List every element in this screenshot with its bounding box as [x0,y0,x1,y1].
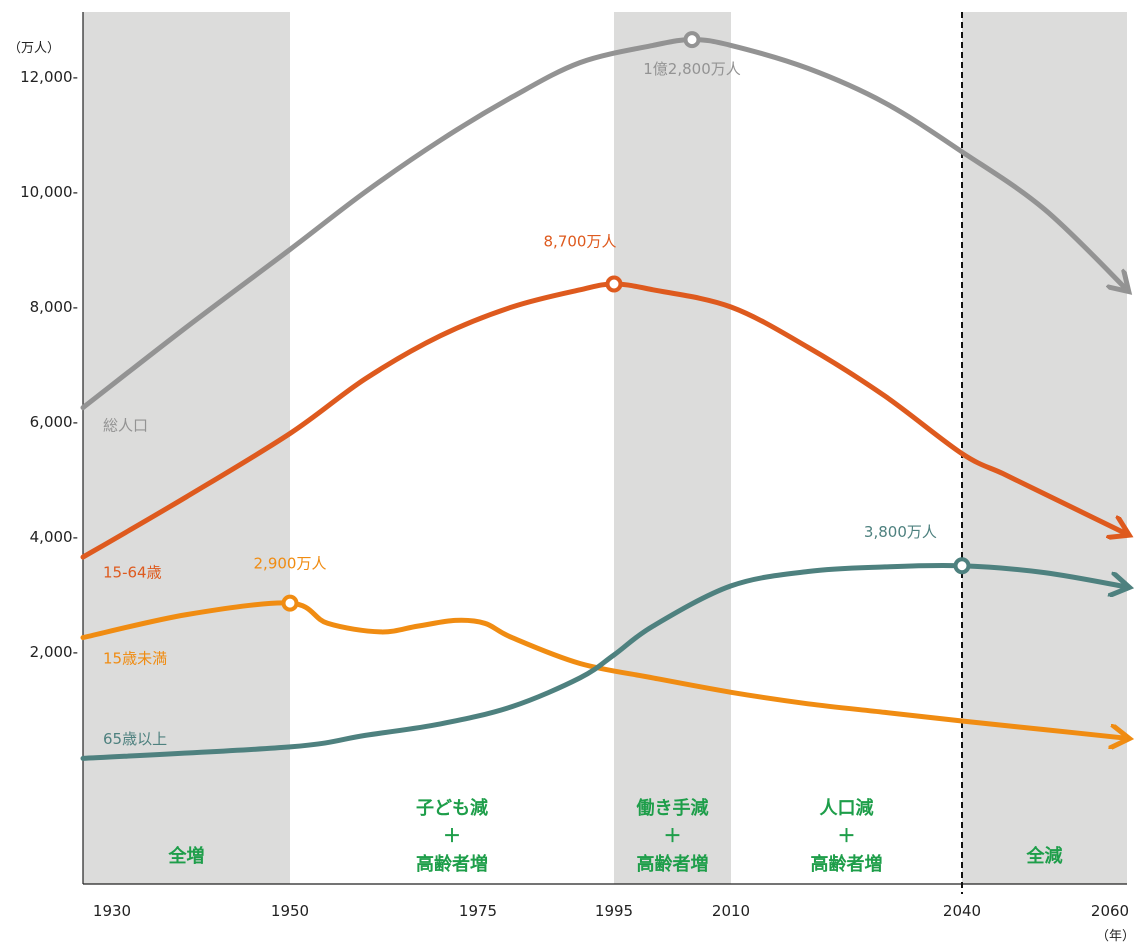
era-label-2-0: 働き手減 [636,797,709,819]
era-label-1-0: 子ども減 [416,797,488,819]
y-tick-label-3: 8,000- [30,298,78,316]
series-label-1: 15-64歳 [103,563,162,581]
peak-marker-0 [683,31,701,49]
x-tick-label-4: 2010 [712,902,750,920]
series-line-0 [80,37,1127,411]
series-line-2 [80,600,1127,738]
era-bands [83,12,1127,884]
y-tick-label-5: 12,000- [20,68,78,86]
x-tick-label-3: 1995 [595,902,633,920]
era-band-0 [83,12,290,884]
x-tick-label-2: 1975 [459,902,497,920]
era-label-3-0: 人口減 [820,797,874,819]
era-label-1-1: ＋ [443,826,461,847]
era-label-2-2: 高齢者増 [637,853,709,875]
series-label-0: 総人口 [103,417,148,435]
series-label-3: 65歳以上 [103,730,167,748]
era-band-4 [962,12,1127,884]
peak-annotation-1: 8,700万人 [544,233,617,251]
x-tick-label-6: 2060 [1091,902,1129,920]
series-label-2: 15歳未満 [103,650,167,668]
era-label-3-2: 高齢者増 [811,853,883,875]
y-tick-label-1: 4,000- [30,528,78,546]
x-unit-label: （年） [1096,929,1134,944]
y-tick-label-2: 6,000- [30,413,78,431]
era-label-2-1: ＋ [664,826,682,847]
peak-annotation-2: 2,900万人 [254,555,327,573]
peak-annotation-3: 3,800万人 [864,523,937,541]
x-tick-label-1: 1950 [271,902,309,920]
peak-annotation-0: 1億2,800万人 [643,60,741,78]
series-line-1 [80,281,1127,560]
x-tick-label-0: 1930 [93,902,131,920]
era-label-3-1: ＋ [838,826,856,847]
era-label-4-0: 全減 [1026,845,1063,867]
peak-marker-3 [953,557,971,575]
x-tick-label-5: 2040 [943,902,981,920]
series [80,31,1127,761]
peak-marker-2 [281,594,299,612]
y-tick-label-0: 2,000- [30,643,78,661]
y-unit-label: （万人） [8,41,60,56]
era-label-0-0: 全増 [168,845,205,867]
labels: 全増 子ども減 ＋ 高齢者増 働き手減 ＋ 高齢者増 人口減 ＋ 高齢者増 全減 1億2,800万人総… [103,60,1063,875]
y-tick-label-4: 10,000- [20,183,78,201]
era-band-2 [614,12,731,884]
era-label-1-2: 高齢者増 [416,853,488,875]
peak-marker-1 [605,275,623,293]
